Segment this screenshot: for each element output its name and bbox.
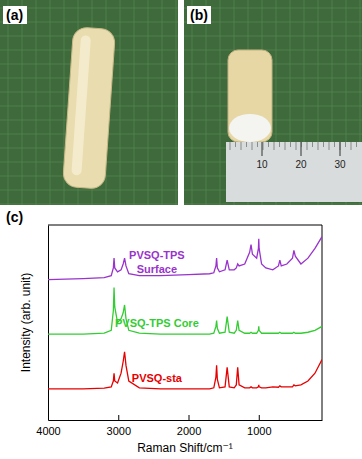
mat-grid xyxy=(120,0,121,205)
mat-grid xyxy=(192,0,193,205)
ruler-minor xyxy=(290,142,291,147)
x-tick-label: 1000 xyxy=(247,425,271,437)
series-label: PVSQ-sta xyxy=(132,372,183,384)
series-label-line: PVSQ-TPS xyxy=(129,249,185,261)
x-tick: 2000 xyxy=(177,415,201,437)
ruler-minor xyxy=(246,142,247,147)
spectrum-line xyxy=(48,237,322,280)
mat-grid xyxy=(184,106,362,107)
ruler-minor xyxy=(340,142,341,150)
x-axis-title: Raman Shift/cm⁻¹ xyxy=(137,441,233,455)
ruler-label: 30 xyxy=(334,159,346,170)
x-axis-line xyxy=(49,420,323,421)
ruler-minor xyxy=(274,142,275,150)
x-tick-mark xyxy=(259,415,260,420)
mat-grid xyxy=(220,0,221,205)
ruler-minor xyxy=(301,142,302,147)
ruler-minor xyxy=(345,142,346,147)
x-axis: 4000 3000 2000 1000 xyxy=(36,415,322,437)
x-tick: 1000 xyxy=(247,415,271,437)
panel-label: (b) xyxy=(190,7,208,23)
photo-a: (a) xyxy=(0,0,178,205)
plot-lines xyxy=(48,237,322,389)
ruler-minor xyxy=(329,142,330,150)
ruler-minor xyxy=(312,142,313,147)
spectrum-line xyxy=(48,352,322,389)
sample-cut-face xyxy=(229,114,271,142)
ruler xyxy=(226,142,362,202)
mat-grid xyxy=(8,0,9,205)
series-label-line: PVSQ-TPS Core xyxy=(115,317,199,329)
photo-background xyxy=(184,0,362,205)
x-tick-mark xyxy=(118,415,119,420)
plot-frame xyxy=(322,225,323,420)
ruler-tick xyxy=(301,142,302,156)
x-tick: 3000 xyxy=(107,415,131,437)
ruler-minor xyxy=(285,142,286,150)
ruler-minor xyxy=(296,142,297,150)
ruler-minor xyxy=(241,142,242,150)
sample-highlight xyxy=(71,35,91,175)
series-label: PVSQ-TPS Core xyxy=(115,317,199,329)
mat-grid xyxy=(148,0,149,205)
y-axis-title: Intensity (arb. unit) xyxy=(19,273,33,372)
mat-grid xyxy=(184,50,362,51)
panel-label-box xyxy=(3,6,27,24)
mat-grid xyxy=(162,0,163,205)
ruler-tick xyxy=(340,142,341,156)
mat-grid xyxy=(184,120,362,121)
series-label: PVSQ-TPS Surface xyxy=(129,249,185,275)
mat-grid xyxy=(134,0,135,205)
sample-rod xyxy=(62,27,115,190)
mat-grid xyxy=(184,92,362,93)
mat-grid xyxy=(0,190,178,191)
ruler-minor xyxy=(263,142,264,150)
ruler-minor xyxy=(323,142,324,147)
photo-background xyxy=(0,0,178,205)
mat-grid xyxy=(176,0,177,205)
panel-label: (a) xyxy=(6,7,23,23)
y-axis-line xyxy=(48,226,49,421)
panel-label: (c) xyxy=(6,209,23,225)
x-tick-label: 3000 xyxy=(107,425,131,437)
ruler-minor xyxy=(230,142,231,150)
ruler-minor xyxy=(268,142,269,147)
plot-frame xyxy=(48,225,322,226)
panel-label-box xyxy=(187,6,211,24)
series-label-line: Surface xyxy=(137,263,177,275)
mat-grid xyxy=(36,0,37,205)
ruler-minor xyxy=(318,142,319,150)
y-axis xyxy=(48,226,49,421)
sample-piece xyxy=(228,50,272,142)
mat-grid xyxy=(184,134,362,135)
ruler-minor xyxy=(235,142,236,147)
mat-grid xyxy=(184,36,362,37)
spectrum-line xyxy=(48,287,322,334)
mat-grid xyxy=(184,64,362,65)
x-tick-label: 4000 xyxy=(36,425,60,437)
ruler-minor xyxy=(307,142,308,150)
x-tick-mark xyxy=(189,415,190,420)
mat-grid xyxy=(184,204,362,205)
mat-grid xyxy=(22,0,23,205)
series-label-line: PVSQ-sta xyxy=(132,372,183,384)
ruler-label: 20 xyxy=(295,159,307,170)
ruler-minor xyxy=(257,142,258,147)
figure: (a) 10 20 30 (b) (c) 4000 3000 2000 1000 Raman Shi… xyxy=(0,0,362,459)
mat-grid xyxy=(50,0,51,205)
mat-grid xyxy=(184,78,362,79)
photo-b: 10 20 30 (b) xyxy=(184,0,362,205)
ruler-minor xyxy=(356,142,357,147)
ruler-minor xyxy=(252,142,253,150)
ruler-minor xyxy=(334,142,335,147)
ruler-minor xyxy=(351,142,352,150)
ruler-tick xyxy=(262,142,263,156)
mat-grid xyxy=(206,0,207,205)
x-tick-label: 2000 xyxy=(177,425,201,437)
ruler-minor xyxy=(279,142,280,147)
mat-grid xyxy=(0,204,178,205)
ruler-label: 10 xyxy=(256,159,268,170)
